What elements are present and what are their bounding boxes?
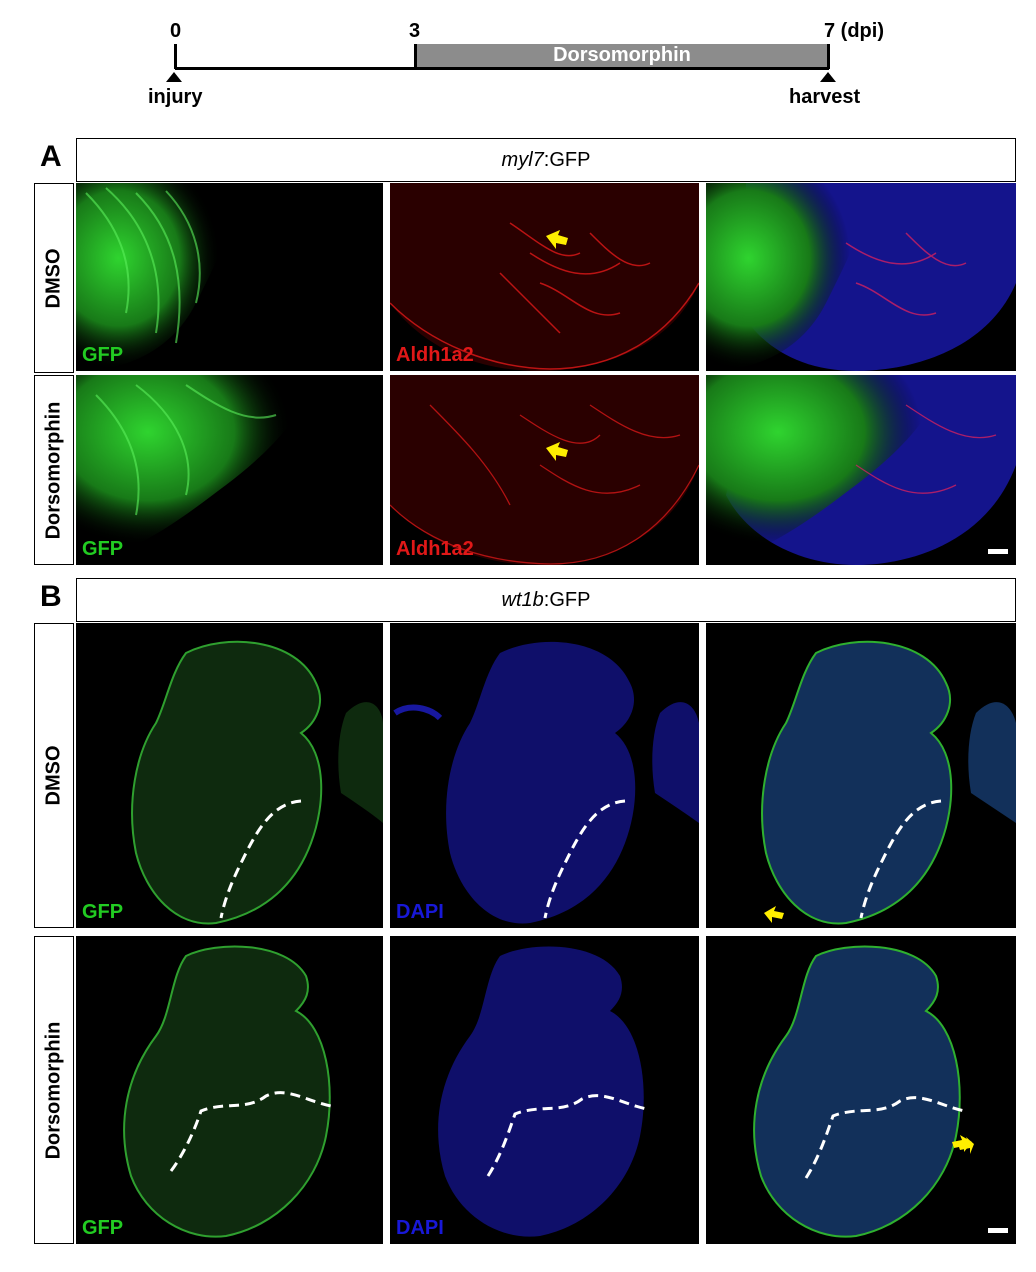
injury-label: injury bbox=[148, 86, 203, 108]
panel-b-dorsomorphin-dapi-label: DAPI bbox=[396, 1217, 444, 1239]
panel-b-dmso-dapi-label: DAPI bbox=[396, 901, 444, 923]
panel-b-reporter: :GFP bbox=[543, 588, 591, 611]
injury-marker-icon bbox=[166, 72, 182, 82]
treatment-bar: Dorsomorphin bbox=[417, 44, 827, 67]
panel-a-dmso-aldh1a2-label: Aldh1a2 bbox=[396, 344, 474, 366]
panel-b-dorsomorphin-gfp-image: GFP bbox=[76, 936, 383, 1244]
panel-b-dorsomorphin-merge-image bbox=[706, 936, 1016, 1244]
panel-a-dorsomorphin-aldh1a2-image: Aldh1a2 bbox=[390, 375, 699, 565]
harvest-label: harvest bbox=[789, 86, 861, 108]
panel-a-dorsomorphin-gfp-image: GFP bbox=[76, 375, 383, 565]
panel-a-dorsomorphin-aldh1a2-label: Aldh1a2 bbox=[396, 538, 474, 560]
panel-a-dorsomorphin-merge-image bbox=[706, 375, 1016, 565]
panel-a-reporter: :GFP bbox=[543, 148, 591, 171]
panel-a-row-label-dorsomorphin: Dorsomorphin bbox=[34, 375, 74, 565]
treatment-bar-label: Dorsomorphin bbox=[553, 44, 691, 66]
timeline-day3-label: 3 bbox=[409, 20, 421, 42]
panel-a-dorsomorphin-gfp-label: GFP bbox=[82, 538, 124, 560]
panel-b-gene: wt1b bbox=[501, 588, 544, 611]
panel-a-dmso-aldh1a2-image: Aldh1a2 bbox=[390, 183, 699, 371]
timeline: 0 3 7 (dpi) Dorsomorphin injury harvest bbox=[0, 0, 1036, 120]
panel-a-dmso-merge-image bbox=[706, 183, 1016, 371]
timeline-day0-label: 0 bbox=[170, 20, 182, 42]
panel-b-row-label-dorsomorphin: Dorsomorphin bbox=[34, 936, 74, 1244]
panel-a-dmso-gfp-image: GFP bbox=[76, 183, 383, 371]
panel-b-letter: B bbox=[40, 580, 62, 613]
harvest-marker-icon bbox=[820, 72, 836, 82]
panel-a-header: myl7:GFP bbox=[76, 138, 1016, 182]
panel-b-header: wt1b:GFP bbox=[76, 578, 1016, 622]
timeline-tick-7 bbox=[827, 44, 830, 69]
timeline-line bbox=[175, 67, 829, 70]
panel-b-scale-bar bbox=[988, 1228, 1008, 1233]
panel-a-dmso-gfp-label: GFP bbox=[82, 344, 124, 366]
panel-b-dorsomorphin-gfp-label: GFP bbox=[82, 1217, 124, 1239]
panel-a-scale-bar bbox=[988, 549, 1008, 554]
panel-b-dmso-gfp-image: GFP bbox=[76, 623, 383, 928]
timeline-day7-label: 7 (dpi) bbox=[824, 20, 884, 42]
panel-b-dorsomorphin-dapi-image: DAPI bbox=[390, 936, 699, 1244]
panel-b-dmso-gfp-label: GFP bbox=[82, 901, 124, 923]
timeline-tick-0 bbox=[174, 44, 177, 69]
panel-a-letter: A bbox=[40, 140, 62, 173]
panel-a-gene: myl7 bbox=[501, 148, 544, 171]
panel-b-row-label-dmso: DMSO bbox=[34, 623, 74, 928]
panel-b-dmso-dapi-image: DAPI bbox=[390, 623, 699, 928]
panel-b-dmso-merge-image bbox=[706, 623, 1016, 928]
timeline-tick-3 bbox=[414, 44, 417, 69]
panel-a-row-label-dmso: DMSO bbox=[34, 183, 74, 373]
